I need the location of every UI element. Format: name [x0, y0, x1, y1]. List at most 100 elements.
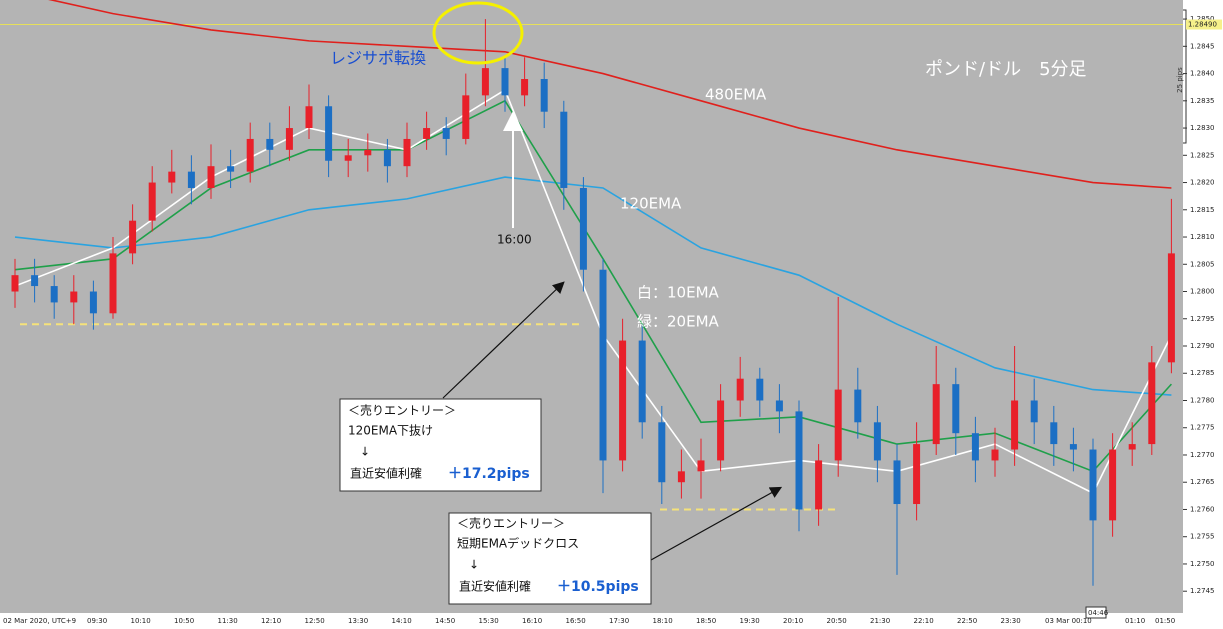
candle-body: [579, 187, 587, 270]
ema-label: 480EMA: [705, 86, 767, 104]
candle-body: [913, 444, 921, 505]
candle-body: [70, 291, 78, 303]
x-tick-label: 01:10: [1125, 617, 1145, 625]
price-tag: [1186, 19, 1222, 30]
x-tick-label: 11:30: [218, 617, 238, 625]
candle-body: [207, 166, 215, 188]
y-tick-label: 1.2800: [1190, 288, 1215, 296]
candle-body: [736, 378, 744, 401]
ema-line: [48, 0, 1172, 189]
candle-body: [129, 220, 137, 254]
entry-text: ↓: [469, 558, 479, 572]
candle-body: [873, 422, 881, 461]
y-tick-label: 1.2795: [1190, 315, 1215, 323]
candle-body: [834, 389, 842, 461]
ema-label: 白：10EMA: [637, 284, 720, 302]
candle-body: [756, 378, 764, 401]
candle-body: [854, 389, 862, 423]
y-tick-label: 1.2760: [1190, 505, 1215, 513]
x-tick-label: 10:10: [131, 617, 151, 625]
arrow: [442, 281, 565, 399]
x-tick-label: 03 Mar 00:10: [1045, 617, 1092, 625]
y-tick-label: 1.2850: [1190, 15, 1215, 23]
x-tick-label: 16:50: [566, 617, 586, 625]
x-tick-label: 22:10: [914, 617, 934, 625]
ema-label: 120EMA: [620, 195, 682, 213]
x-tick-label: 09:30: [87, 617, 107, 625]
x-tick-label: 10:50: [174, 617, 194, 625]
arrow: [650, 486, 783, 561]
y-tick-label: 1.2780: [1190, 396, 1215, 404]
candle-body: [521, 79, 529, 96]
ema-line: [14, 176, 1172, 396]
candle-body: [1109, 449, 1117, 521]
candle-body: [991, 449, 999, 461]
candle-body: [1011, 400, 1019, 450]
candle-body: [540, 79, 548, 112]
candle-body: [168, 171, 176, 183]
candle-body: [50, 286, 58, 303]
candle-body: [403, 138, 411, 167]
x-tick-label: 12:10: [261, 617, 281, 625]
x-tick-label: 23:30: [1001, 617, 1021, 625]
x-tick-label: 20:50: [827, 617, 847, 625]
candle-body: [1148, 362, 1156, 445]
x-tick-label: 22:50: [957, 617, 977, 625]
candle-body: [462, 95, 470, 139]
candle-body: [658, 422, 666, 483]
candle-body: [619, 340, 627, 461]
y-tick-label: 1.2845: [1190, 42, 1215, 50]
y-tick-label: 1.2820: [1190, 179, 1215, 187]
cursor-time-box: [1085, 606, 1107, 619]
box: [339, 398, 542, 492]
candle-body: [697, 460, 705, 472]
x-tick-label: 15:30: [479, 617, 499, 625]
candle-body: [227, 166, 235, 172]
y-tick-label: 1.2830: [1190, 124, 1215, 132]
candle-body: [148, 182, 156, 221]
x-tick-label: 19:30: [740, 617, 760, 625]
x-tick-label: 18:50: [696, 617, 716, 625]
candle-body: [952, 384, 960, 434]
scale-bracket: [1183, 9, 1187, 144]
candle-body: [305, 106, 313, 129]
candle-body: [599, 269, 607, 461]
result-label: ＋17.2pips: [448, 466, 530, 482]
candle-body: [775, 400, 783, 412]
candle-body: [815, 460, 823, 510]
x-tick-label: 02 Mar 2020, UTC+9: [3, 617, 76, 625]
y-tick-label: 1.2770: [1190, 451, 1215, 459]
x-tick-label: 17:30: [609, 617, 629, 625]
scale-label: 25 pips: [1176, 67, 1184, 93]
y-tick-label: 1.2755: [1190, 533, 1215, 541]
candle-body: [246, 138, 254, 172]
entry-text: ＜売りエントリー＞: [457, 516, 565, 531]
candle-body: [442, 128, 450, 139]
candle-body: [1128, 444, 1136, 450]
chart-title: ポンド/ドル 5分足: [925, 59, 1087, 80]
candle-body: [325, 106, 333, 161]
candle-body: [89, 291, 97, 314]
result-label: ＋10.5pips: [557, 579, 639, 595]
price-axis: [1183, 0, 1223, 629]
candle-body: [187, 171, 195, 188]
candle-body: [501, 68, 509, 96]
candle-body: [364, 149, 372, 156]
entry-box: ＜売りエントリー＞ 120EMA下抜け ↓ 直近安値利確 ＋17.2pips: [339, 398, 542, 492]
x-tick-label: 12:50: [305, 617, 325, 625]
y-tick-label: 1.2775: [1190, 424, 1215, 432]
candle-body: [893, 460, 901, 505]
box: [448, 512, 652, 605]
highlight-ellipse: [432, 1, 524, 65]
candle-body: [285, 128, 293, 150]
candle-body: [481, 68, 489, 96]
entry-box: ＜売りエントリー＞ 短期EMAデッドクロス ↓ 直近安値利確 ＋10.5pips: [448, 512, 652, 605]
candle-body: [638, 340, 646, 423]
candle-body: [109, 253, 117, 314]
entry-text: ↓: [360, 445, 370, 459]
candle-body: [31, 275, 39, 287]
y-tick-label: 1.2810: [1190, 233, 1215, 241]
y-tick-label: 1.2805: [1190, 260, 1215, 268]
y-tick-label: 1.2785: [1190, 369, 1215, 377]
